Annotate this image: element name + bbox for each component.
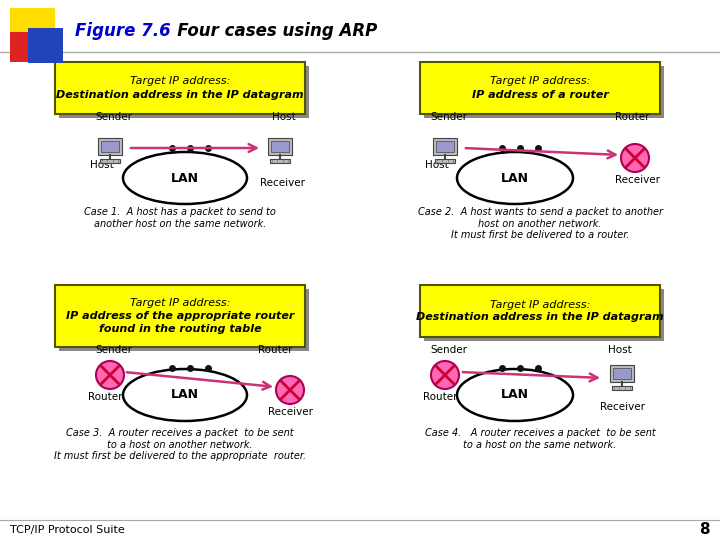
Text: TCP/IP Protocol Suite: TCP/IP Protocol Suite: [10, 525, 125, 535]
FancyBboxPatch shape: [420, 285, 660, 337]
Circle shape: [431, 361, 459, 389]
Bar: [10, 8, 55, 53]
Text: IP address of the appropriate router: IP address of the appropriate router: [66, 311, 294, 321]
Text: Four cases using ARP: Four cases using ARP: [160, 22, 377, 40]
Text: Figure 7.6: Figure 7.6: [75, 22, 171, 40]
Text: 8: 8: [699, 523, 710, 537]
Text: Router: Router: [88, 392, 122, 402]
Text: Target IP address:: Target IP address:: [490, 300, 590, 309]
Bar: [268, 138, 292, 155]
Text: Host: Host: [272, 112, 296, 122]
Text: Case 1.  A host has a packet to send to
another host on the same network.: Case 1. A host has a packet to send to a…: [84, 207, 276, 228]
Text: Router: Router: [615, 112, 649, 122]
Text: Router: Router: [258, 345, 292, 355]
Ellipse shape: [457, 152, 573, 204]
Ellipse shape: [457, 369, 573, 421]
Text: Host: Host: [608, 345, 631, 355]
Text: Target IP address:: Target IP address:: [490, 77, 590, 86]
Text: IP address of a router: IP address of a router: [472, 90, 608, 99]
Text: Host: Host: [90, 160, 114, 170]
Text: Sender: Sender: [95, 345, 132, 355]
FancyBboxPatch shape: [424, 289, 664, 341]
Text: LAN: LAN: [171, 388, 199, 402]
FancyBboxPatch shape: [59, 289, 309, 351]
Text: Case 4.   A router receives a packet  to be sent
to a host on the same network.: Case 4. A router receives a packet to be…: [425, 428, 655, 450]
Text: Case 2.  A host wants to send a packet to another
host on another network.
It mu: Case 2. A host wants to send a packet to…: [418, 207, 662, 240]
Text: Receiver: Receiver: [600, 402, 645, 412]
Text: Destination address in the IP datagram: Destination address in the IP datagram: [416, 313, 664, 322]
Bar: [435, 159, 455, 163]
Text: found in the routing table: found in the routing table: [99, 324, 261, 334]
FancyBboxPatch shape: [424, 66, 664, 118]
Bar: [613, 368, 631, 379]
FancyBboxPatch shape: [420, 62, 660, 114]
Circle shape: [621, 144, 649, 172]
Bar: [102, 141, 119, 152]
Bar: [610, 365, 634, 382]
Bar: [433, 138, 457, 155]
Bar: [612, 386, 632, 390]
Bar: [271, 141, 289, 152]
Text: Router: Router: [423, 392, 457, 402]
Text: Receiver: Receiver: [615, 175, 660, 185]
Circle shape: [96, 361, 124, 389]
Bar: [100, 159, 120, 163]
Text: Sender: Sender: [430, 345, 467, 355]
Bar: [28, 28, 63, 63]
FancyBboxPatch shape: [55, 62, 305, 114]
Text: LAN: LAN: [171, 172, 199, 185]
Bar: [436, 141, 454, 152]
Text: Target IP address:: Target IP address:: [130, 298, 230, 308]
Text: LAN: LAN: [501, 388, 529, 402]
Text: Receiver: Receiver: [268, 407, 313, 417]
FancyBboxPatch shape: [59, 66, 309, 118]
Text: Host: Host: [425, 160, 449, 170]
FancyBboxPatch shape: [55, 285, 305, 347]
Text: Target IP address:: Target IP address:: [130, 77, 230, 86]
Bar: [10, 32, 40, 62]
Text: Case 3.  A router receives a packet  to be sent
to a host on another network.
It: Case 3. A router receives a packet to be…: [54, 428, 306, 461]
Ellipse shape: [123, 369, 247, 421]
Text: Destination address in the IP datagram: Destination address in the IP datagram: [56, 90, 304, 99]
Text: Sender: Sender: [430, 112, 467, 122]
Bar: [270, 159, 290, 163]
Text: LAN: LAN: [501, 172, 529, 185]
Text: Sender: Sender: [95, 112, 132, 122]
Bar: [98, 138, 122, 155]
Ellipse shape: [123, 152, 247, 204]
Text: Receiver: Receiver: [260, 178, 305, 188]
Circle shape: [276, 376, 304, 404]
